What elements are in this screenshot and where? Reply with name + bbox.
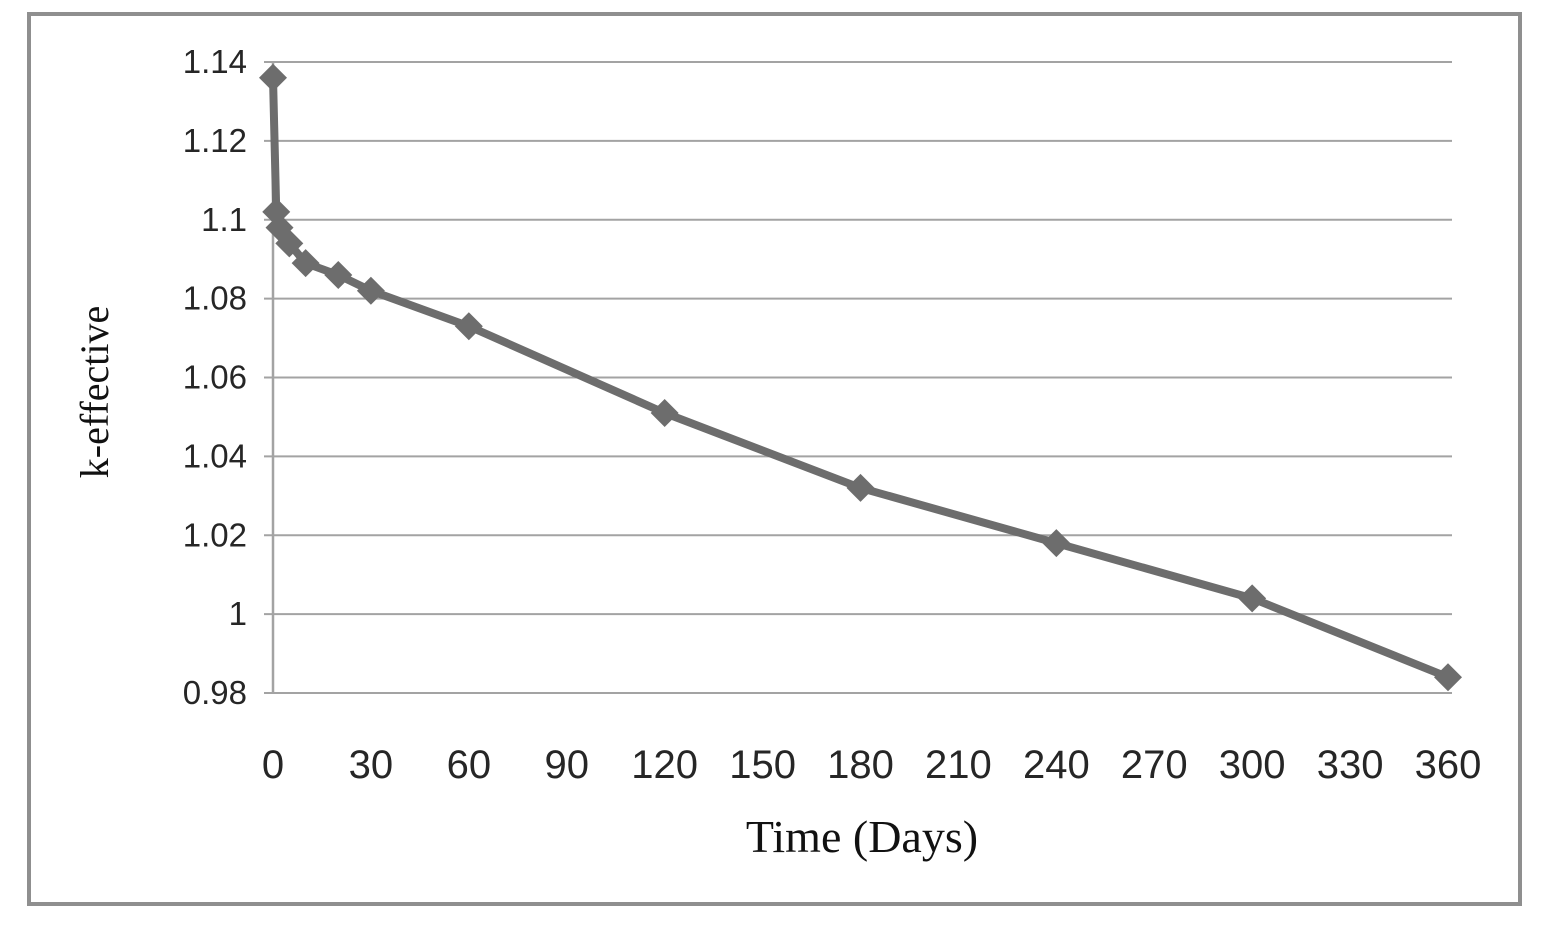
x-tick-label-240: 240	[1023, 743, 1090, 787]
y-tick-label-0.98: 0.98	[183, 674, 247, 711]
x-tick-label-300: 300	[1219, 743, 1286, 787]
y-tick-label-1.08: 1.08	[183, 280, 247, 317]
x-tick-label-360: 360	[1415, 743, 1482, 787]
y-tick-label-1.06: 1.06	[183, 359, 247, 396]
x-tick-label-150: 150	[729, 743, 796, 787]
x-tick-label-120: 120	[631, 743, 698, 787]
data-point-marker-360	[1434, 663, 1462, 692]
data-point-marker-5	[275, 229, 304, 258]
y-tick-label-1.04: 1.04	[183, 437, 247, 474]
data-point-marker-10	[291, 249, 320, 278]
x-tick-label-0: 0	[262, 743, 284, 787]
data-series	[259, 63, 1462, 692]
data-point-marker-30	[356, 276, 385, 305]
y-tick-label-1.12: 1.12	[183, 122, 247, 159]
x-tick-labels: 0 30 60 90 120 150 180 210 240 270 300 330 360	[262, 743, 1482, 787]
y-axis-title: k-effective	[72, 306, 117, 478]
data-point-marker-240	[1042, 529, 1071, 558]
gridlines	[273, 61, 1452, 694]
data-point-marker-300	[1238, 584, 1267, 613]
x-axis-title: Time (Days)	[746, 811, 978, 862]
x-tick-label-60: 60	[447, 743, 492, 787]
x-tick-label-210: 210	[925, 743, 992, 787]
y-tick-label-1.1: 1.1	[201, 201, 247, 238]
data-point-marker-180	[846, 473, 875, 502]
data-point-marker-20	[324, 260, 353, 289]
y-tick-label-1.02: 1.02	[183, 516, 247, 553]
y-tick-labels: 0.98 1 1.02 1.04 1.06 1.08 1.1 1.12 1.14	[183, 43, 247, 711]
data-point-marker-120	[650, 398, 679, 427]
data-point-marker-60	[454, 312, 483, 341]
x-tick-label-30: 30	[349, 743, 394, 787]
x-tick-label-90: 90	[545, 743, 590, 787]
x-tick-label-330: 330	[1317, 743, 1384, 787]
y-tick-label-1: 1	[229, 595, 247, 632]
x-tick-label-270: 270	[1121, 743, 1188, 787]
y-tick-label-1.14: 1.14	[183, 43, 247, 80]
x-tick-label-180: 180	[827, 743, 894, 787]
data-point-marker-0	[259, 63, 287, 92]
